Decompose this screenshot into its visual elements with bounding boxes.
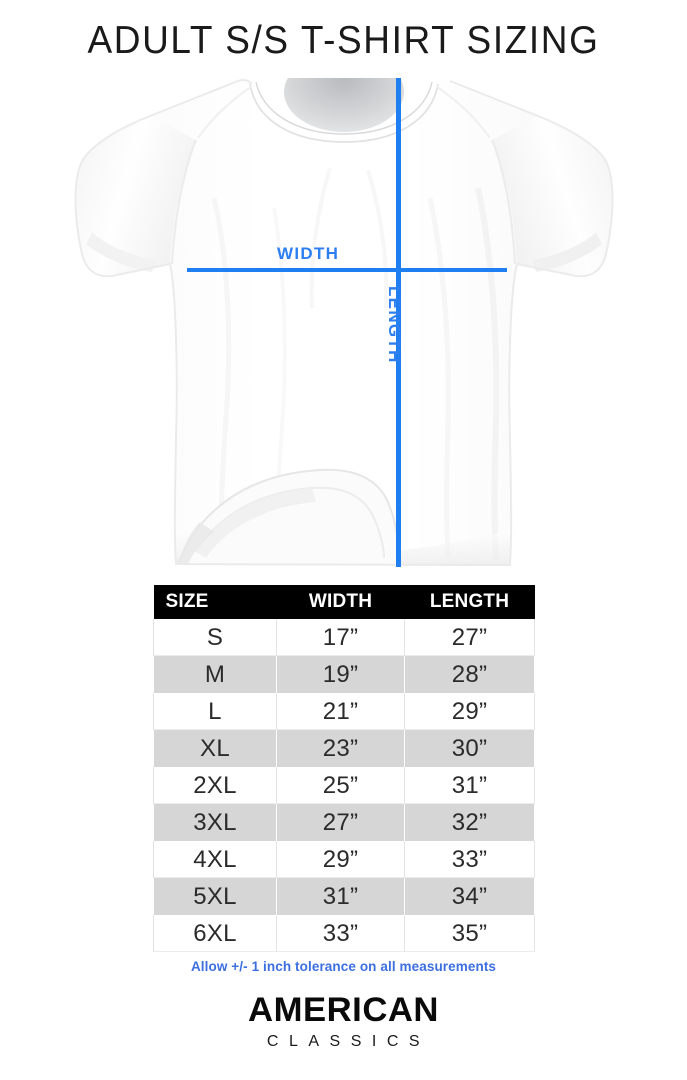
table-row: 5XL 31” 34” <box>153 878 535 915</box>
cell-width: 29” <box>276 841 405 878</box>
length-measurement-line <box>396 78 401 567</box>
cell-length: 35” <box>404 915 535 952</box>
brand-name-secondary: CLASSICS <box>266 1033 431 1050</box>
cell-size: 3XL <box>153 804 277 841</box>
table-row: L 21” 29” <box>153 693 535 730</box>
table-row: S 17” 27” <box>153 619 535 656</box>
page-title: ADULT S/S T-SHIRT SIZING <box>87 18 600 62</box>
brand-logo: AMERICAN CLASSICS <box>0 991 687 1053</box>
cell-size: XL <box>153 730 277 767</box>
cell-length: 31” <box>404 767 535 804</box>
cell-size: 5XL <box>153 878 277 915</box>
cell-length: 27” <box>404 619 535 656</box>
cell-width: 17” <box>276 619 405 656</box>
cell-width: 27” <box>276 804 405 841</box>
width-measurement-line <box>187 268 507 272</box>
column-header-width: WIDTH <box>276 585 405 619</box>
cell-size: 6XL <box>153 915 277 952</box>
width-label: WIDTH <box>277 244 340 263</box>
column-header-length: LENGTH <box>404 585 535 619</box>
cell-width: 19” <box>276 656 405 693</box>
cell-width: 33” <box>276 915 405 952</box>
cell-length: 33” <box>404 841 535 878</box>
cell-length: 32” <box>404 804 535 841</box>
tshirt-illustration <box>74 78 614 567</box>
size-chart-table: SIZE WIDTH LENGTH S 17” 27” M 19” 28” L … <box>153 585 535 952</box>
cell-width: 23” <box>276 730 405 767</box>
table-row: 4XL 29” 33” <box>153 841 535 878</box>
table-row: M 19” 28” <box>153 656 535 693</box>
cell-size: 2XL <box>153 767 277 804</box>
cell-size: 4XL <box>153 841 277 878</box>
table-row: 6XL 33” 35” <box>153 915 535 952</box>
tolerance-note: Allow +/- 1 inch tolerance on all measur… <box>190 959 497 974</box>
cell-size: L <box>153 693 277 730</box>
tshirt-diagram: WIDTH LENGTH <box>0 78 687 573</box>
cell-length: 30” <box>404 730 535 767</box>
table-row: XL 23” 30” <box>153 730 535 767</box>
brand-name-primary: AMERICAN <box>248 991 439 1029</box>
cell-size: S <box>153 619 277 656</box>
cell-width: 21” <box>276 693 405 730</box>
cell-width: 25” <box>276 767 405 804</box>
cell-length: 34” <box>404 878 535 915</box>
length-label: LENGTH <box>385 286 404 364</box>
cell-length: 29” <box>404 693 535 730</box>
cell-width: 31” <box>276 878 405 915</box>
column-header-size: SIZE <box>153 585 277 619</box>
cell-size: M <box>153 656 277 693</box>
table-header-row: SIZE WIDTH LENGTH <box>153 585 535 619</box>
table-row: 3XL 27” 32” <box>153 804 535 841</box>
table-row: 2XL 25” 31” <box>153 767 535 804</box>
cell-length: 28” <box>404 656 535 693</box>
